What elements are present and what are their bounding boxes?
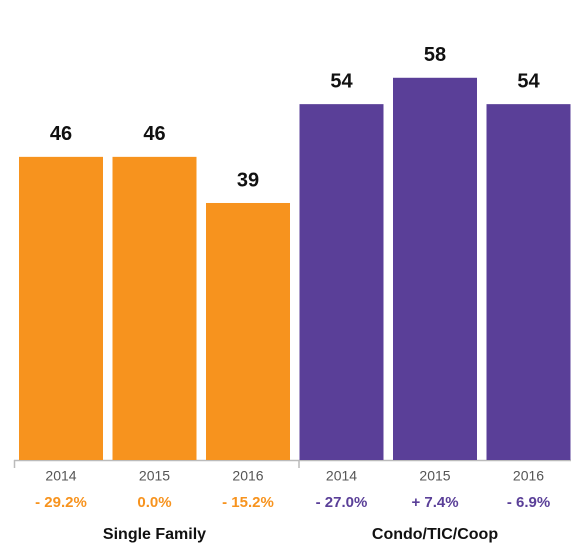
x-tick-label: 2016 — [232, 468, 263, 484]
value-label: 58 — [424, 44, 446, 66]
change-label: - 27.0% — [316, 494, 368, 511]
bar — [112, 156, 197, 461]
x-tick-label: 2014 — [45, 468, 76, 484]
change-label: 0.0% — [137, 494, 171, 511]
value-label: 46 — [143, 123, 165, 145]
bar — [19, 156, 103, 461]
x-tick-label: 2015 — [139, 468, 170, 484]
group-label: Condo/TIC/Coop — [372, 526, 498, 543]
x-tick-label: 2015 — [419, 468, 450, 484]
change-label: - 15.2% — [222, 494, 274, 511]
change-label: - 6.9% — [507, 494, 550, 511]
value-label: 54 — [517, 70, 540, 92]
bar — [486, 104, 571, 460]
value-label: 54 — [330, 70, 353, 92]
bar — [206, 202, 290, 461]
x-tick-label: 2014 — [326, 468, 357, 484]
change-label: + 7.4% — [411, 494, 458, 511]
bar — [299, 104, 384, 460]
group-label: Single Family — [103, 526, 206, 543]
value-label: 39 — [237, 169, 259, 191]
bar — [393, 77, 477, 460]
value-label: 46 — [50, 123, 72, 145]
x-tick-label: 2016 — [513, 468, 544, 484]
change-label: - 29.2% — [35, 494, 87, 511]
